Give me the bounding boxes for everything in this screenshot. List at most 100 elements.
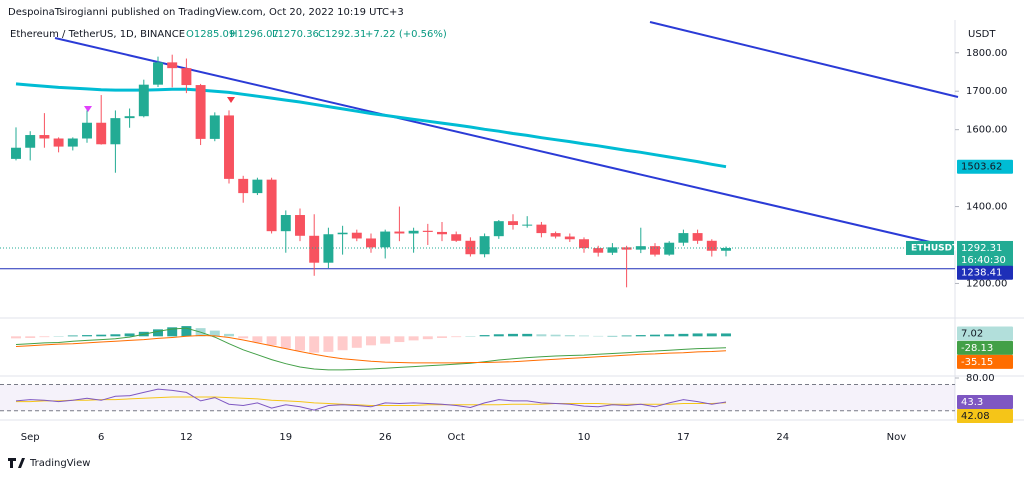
macd-hist-bar [224, 333, 234, 337]
macd-hist-bar [465, 336, 476, 337]
macd-hist-bar [380, 336, 391, 344]
signal-marker [227, 97, 235, 103]
macd-hist-bar [607, 335, 618, 337]
candle-body [692, 233, 703, 241]
macd-hist-bar [252, 336, 263, 343]
macd-hist-bar [280, 336, 291, 349]
macd-line [15, 327, 727, 371]
macd-hist-bar [39, 336, 50, 338]
currency-label: USDT [968, 29, 996, 40]
last-price: 1292.31 [961, 243, 1002, 254]
x-tick-label: 17 [677, 432, 690, 443]
candle-body [209, 115, 220, 139]
hline-price: 1238.41 [961, 268, 1002, 279]
candle-body [408, 230, 419, 234]
macd-hist-bar [550, 334, 561, 337]
x-tick-label: 6 [98, 432, 104, 443]
candle-body [124, 116, 135, 119]
candle-body [635, 246, 646, 250]
rsi-ma-value: 42.08 [961, 411, 990, 422]
y-tick-label: 1800.00 [966, 48, 1007, 59]
candle-body [465, 240, 476, 255]
x-tick-label: Oct [448, 432, 465, 443]
macd-value-bg [957, 340, 1013, 355]
candle-body [422, 230, 433, 232]
signal-line [15, 334, 727, 364]
y-tick-label: 1600.00 [966, 125, 1007, 136]
candle-body [479, 236, 490, 255]
candle-body [550, 233, 561, 237]
signal-value-bg [957, 354, 1013, 369]
macd-hist-bar [664, 334, 675, 337]
hline-price-bg [957, 265, 1013, 280]
candle-body [323, 234, 334, 263]
macd-hist-bar [110, 334, 121, 337]
candle-body [366, 238, 376, 248]
macd-value: -28.13 [961, 343, 993, 354]
plot-layer: USDT 1200.00 1400.00 1600.00 1700.00 1800.00 S… [0, 29, 1013, 443]
candle-body [607, 247, 618, 253]
candle-body [181, 68, 192, 86]
open: O1285.09 [186, 29, 235, 40]
candle-body [252, 179, 263, 194]
macd-hist-bar [650, 334, 660, 337]
macd-hist-bar [564, 335, 575, 337]
x-tick-label: 24 [776, 432, 789, 443]
logo [8, 458, 25, 468]
macd-hist-bar [366, 336, 376, 346]
candle-body [650, 246, 660, 255]
macd-hist-bar [508, 333, 518, 337]
brand: TradingView [29, 458, 90, 469]
rsi-band [0, 384, 955, 411]
macd-hist-bar [422, 336, 433, 340]
ema-price-bg [957, 159, 1013, 174]
macd-hist-bar [522, 333, 533, 337]
candle-body [295, 215, 305, 236]
ema-price: 1503.62 [961, 162, 1002, 173]
candle-body [394, 231, 405, 234]
macd-hist-bar [579, 335, 589, 337]
symbol: Ethereum / TetherUS, 1D, BINANCE [10, 29, 185, 40]
macd-hist-bar [309, 336, 320, 353]
macd-hist-bar [621, 335, 632, 337]
x-tick-label: 12 [180, 432, 193, 443]
macd-hist-bar [337, 336, 348, 351]
macd-hist-bar [124, 333, 135, 337]
y-tick-label: 1700.00 [966, 86, 1007, 97]
macd-hist-bar [451, 336, 462, 338]
macd-hist-bar [295, 336, 305, 351]
hist-value: 7.02 [961, 328, 983, 339]
hist-value-bg [957, 326, 1013, 341]
x-tick-label: 10 [578, 432, 591, 443]
signal-marker [84, 106, 92, 112]
macd-hist-bar [536, 334, 547, 337]
rsi-ma-value-bg [957, 409, 1013, 424]
candle-body [579, 239, 589, 249]
macd-hist-bar [678, 333, 689, 337]
macd-hist-bar [11, 336, 21, 339]
x-tick-label: Nov [887, 432, 907, 443]
candle-body [138, 84, 149, 117]
candle-body [664, 242, 675, 255]
countdown: 16:40:30 [961, 255, 1006, 266]
candle-body [380, 231, 391, 248]
macd-hist-bar [96, 334, 107, 337]
candle-body [39, 135, 50, 139]
signal-value: -35.15 [961, 357, 993, 368]
y-tick-label: 1400.00 [966, 202, 1007, 213]
macd-hist-bar [706, 333, 717, 337]
candle-body [621, 247, 632, 250]
y-tick-label: 80.00 [966, 373, 995, 384]
candle-body [564, 236, 575, 240]
x-tick-label: 26 [379, 432, 392, 443]
candle-body [153, 62, 163, 85]
rsi-value: 43.3 [961, 397, 983, 408]
rsi-line [15, 388, 727, 411]
candle-body [337, 232, 348, 235]
macd-hist-bar [238, 336, 249, 339]
close: C1292.31 [318, 29, 366, 40]
candle-body [195, 85, 206, 139]
candle-body [238, 178, 249, 194]
ema-line [15, 82, 727, 169]
